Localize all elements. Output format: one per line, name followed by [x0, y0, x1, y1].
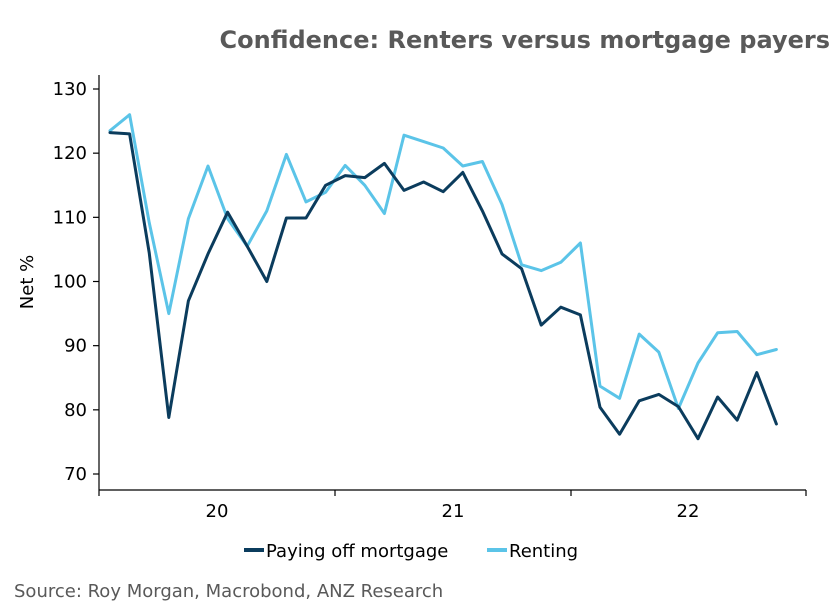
- legend: Paying off mortgage Renting: [244, 541, 578, 562]
- legend-item-mortgage-label: Paying off mortgage: [266, 541, 448, 562]
- x-tick-label: 20: [206, 501, 229, 522]
- series-line-renting: [108, 113, 778, 410]
- x-tick-label: 22: [677, 501, 700, 522]
- series-line-mortgage: [108, 131, 778, 441]
- legend-item-renting-label: Renting: [509, 541, 578, 562]
- y-axis-label: Net %: [17, 255, 38, 309]
- y-tick-label: 120: [53, 143, 87, 164]
- axes: 70 80 90 100 110 120 130 20 21 22: [53, 75, 807, 522]
- y-tick-label: 100: [53, 272, 87, 293]
- y-tick-label: 130: [53, 79, 87, 100]
- y-tick-label: 90: [64, 336, 87, 357]
- source-note: Source: Roy Morgan, Macrobond, ANZ Resea…: [14, 581, 443, 602]
- y-tick-label: 70: [64, 464, 87, 485]
- series-lines: [108, 113, 778, 441]
- chart-title: Confidence: Renters versus mortgage paye…: [220, 26, 831, 54]
- y-tick-label: 110: [53, 207, 87, 228]
- x-tick-label: 21: [442, 501, 465, 522]
- y-tick-label: 80: [64, 400, 87, 421]
